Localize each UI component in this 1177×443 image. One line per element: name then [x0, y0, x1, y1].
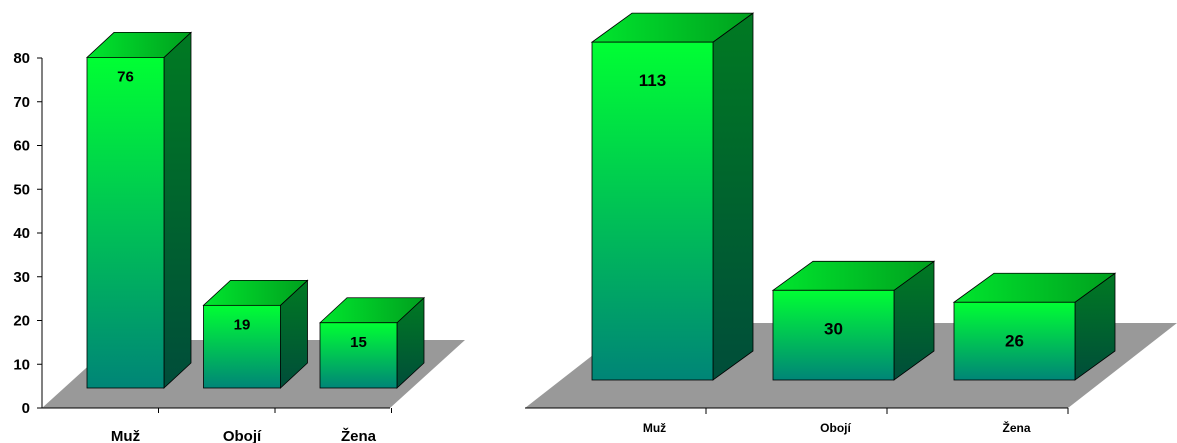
chart-1-y-tick-label: 10	[13, 356, 30, 373]
bar-muž: 76	[85, 31, 193, 389]
chart-2-x-ticks	[705, 408, 1069, 414]
bar-side-face	[712, 12, 754, 381]
chart-1-y-tick-label: 30	[13, 269, 30, 286]
chart-1-y-ticks: 0 10 20 30 40 50 60 70 80	[13, 50, 42, 417]
data-label: 26	[1005, 331, 1024, 350]
data-label: 15	[350, 334, 367, 351]
chart-1-x-ticks	[158, 408, 392, 413]
chart-1-y-tick-label: 0	[22, 400, 30, 417]
bar-side-face	[163, 31, 192, 389]
data-label: 113	[639, 71, 666, 90]
bar-obojí: 19	[202, 279, 309, 389]
data-label: 19	[234, 316, 251, 333]
chart-1-y-tick-label: 60	[13, 138, 30, 155]
chart-1: 0 10 20 30 40 50 60 70 80 76 19 15 Muž Obojí Žena	[13, 31, 465, 443]
bar-muž: 113	[590, 12, 755, 381]
bar-front-face	[591, 41, 714, 381]
data-label: 76	[117, 68, 134, 85]
bar-obojí: 30	[771, 260, 936, 381]
chart-1-y-tick-label: 70	[13, 94, 30, 111]
category-label: Muž	[111, 428, 140, 443]
chart-2: 113 30 26 Muž Obojí Žena	[525, 12, 1177, 435]
category-label: Obojí	[223, 428, 262, 443]
chart-1-y-tick-label: 80	[13, 50, 30, 67]
category-label: Žena	[341, 427, 377, 443]
bar-žena: 15	[318, 296, 426, 389]
bar-front-face	[953, 301, 1076, 381]
bar-front-face	[86, 57, 165, 389]
category-label: Obojí	[820, 421, 851, 435]
bar-front-face	[203, 304, 281, 389]
chart-1-y-tick-label: 40	[13, 225, 30, 242]
chart-2-bars: 113 30 26	[590, 12, 1117, 381]
bar-front-face	[772, 289, 895, 381]
chart-1-y-tick-label: 20	[13, 313, 30, 330]
chart-1-category-labels: Muž Obojí Žena	[111, 427, 377, 443]
chart-2-category-labels: Muž Obojí Žena	[643, 420, 1031, 435]
bar-žena: 26	[952, 272, 1117, 381]
category-label: Muž	[643, 421, 666, 435]
data-label: 30	[824, 319, 843, 338]
bar-front-face	[319, 322, 398, 389]
chart-1-y-tick-label: 50	[13, 181, 30, 198]
chart-1-bars: 76 19 15	[85, 31, 426, 389]
category-label: Žena	[1002, 420, 1030, 435]
